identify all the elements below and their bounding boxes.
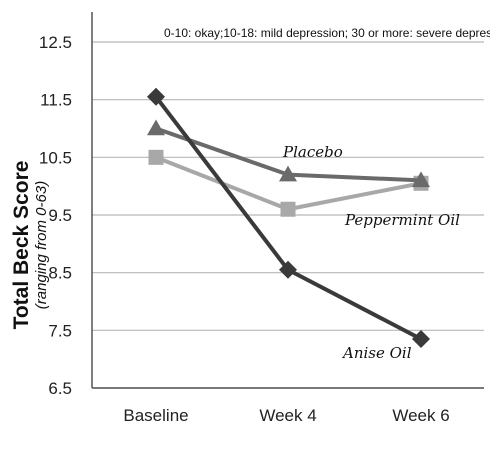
series-label: Anise Oil bbox=[341, 344, 412, 362]
y-axis-subtitle: (ranging from 0-63) bbox=[33, 181, 50, 309]
series-layer bbox=[147, 87, 430, 348]
chart-annotation: 0-10: okay;10-18: mild depression; 30 or… bbox=[164, 26, 490, 40]
y-tick-label: 11.5 bbox=[40, 91, 72, 110]
y-tick-label: 10.5 bbox=[39, 148, 72, 167]
series-placebo bbox=[147, 119, 430, 188]
square-marker bbox=[148, 149, 164, 165]
labels: 0-10: okay;10-18: mild depression; 30 or… bbox=[10, 26, 490, 362]
diamond-marker bbox=[279, 260, 297, 279]
series-line bbox=[155, 155, 422, 212]
series-label: Placebo bbox=[282, 143, 343, 161]
x-tick-label: Baseline bbox=[123, 406, 188, 425]
y-tick-label: 9.5 bbox=[48, 206, 72, 225]
y-axis-title: Total Beck Score bbox=[10, 161, 33, 330]
y-tick-label: 6.5 bbox=[48, 379, 72, 398]
triangle-marker bbox=[147, 119, 165, 136]
y-tick-label: 7.5 bbox=[48, 321, 72, 340]
square-marker bbox=[280, 201, 296, 217]
triangle-marker bbox=[412, 171, 430, 188]
x-tick-label: Week 4 bbox=[259, 406, 316, 425]
y-tick-label: 12.5 bbox=[39, 33, 72, 52]
axes: 12.5 11.5 10.5 9.5 8.5 7.5 6.5 Baseline Week 4 We… bbox=[39, 12, 484, 425]
y-tick-label: 8.5 bbox=[48, 264, 72, 283]
series-anise-oil bbox=[147, 87, 430, 348]
diamond-marker bbox=[412, 329, 430, 348]
series-label: Peppermint Oil bbox=[344, 211, 460, 229]
x-tick-label: Week 6 bbox=[392, 406, 449, 425]
diamond-marker bbox=[147, 87, 165, 106]
triangle-marker bbox=[279, 165, 297, 182]
